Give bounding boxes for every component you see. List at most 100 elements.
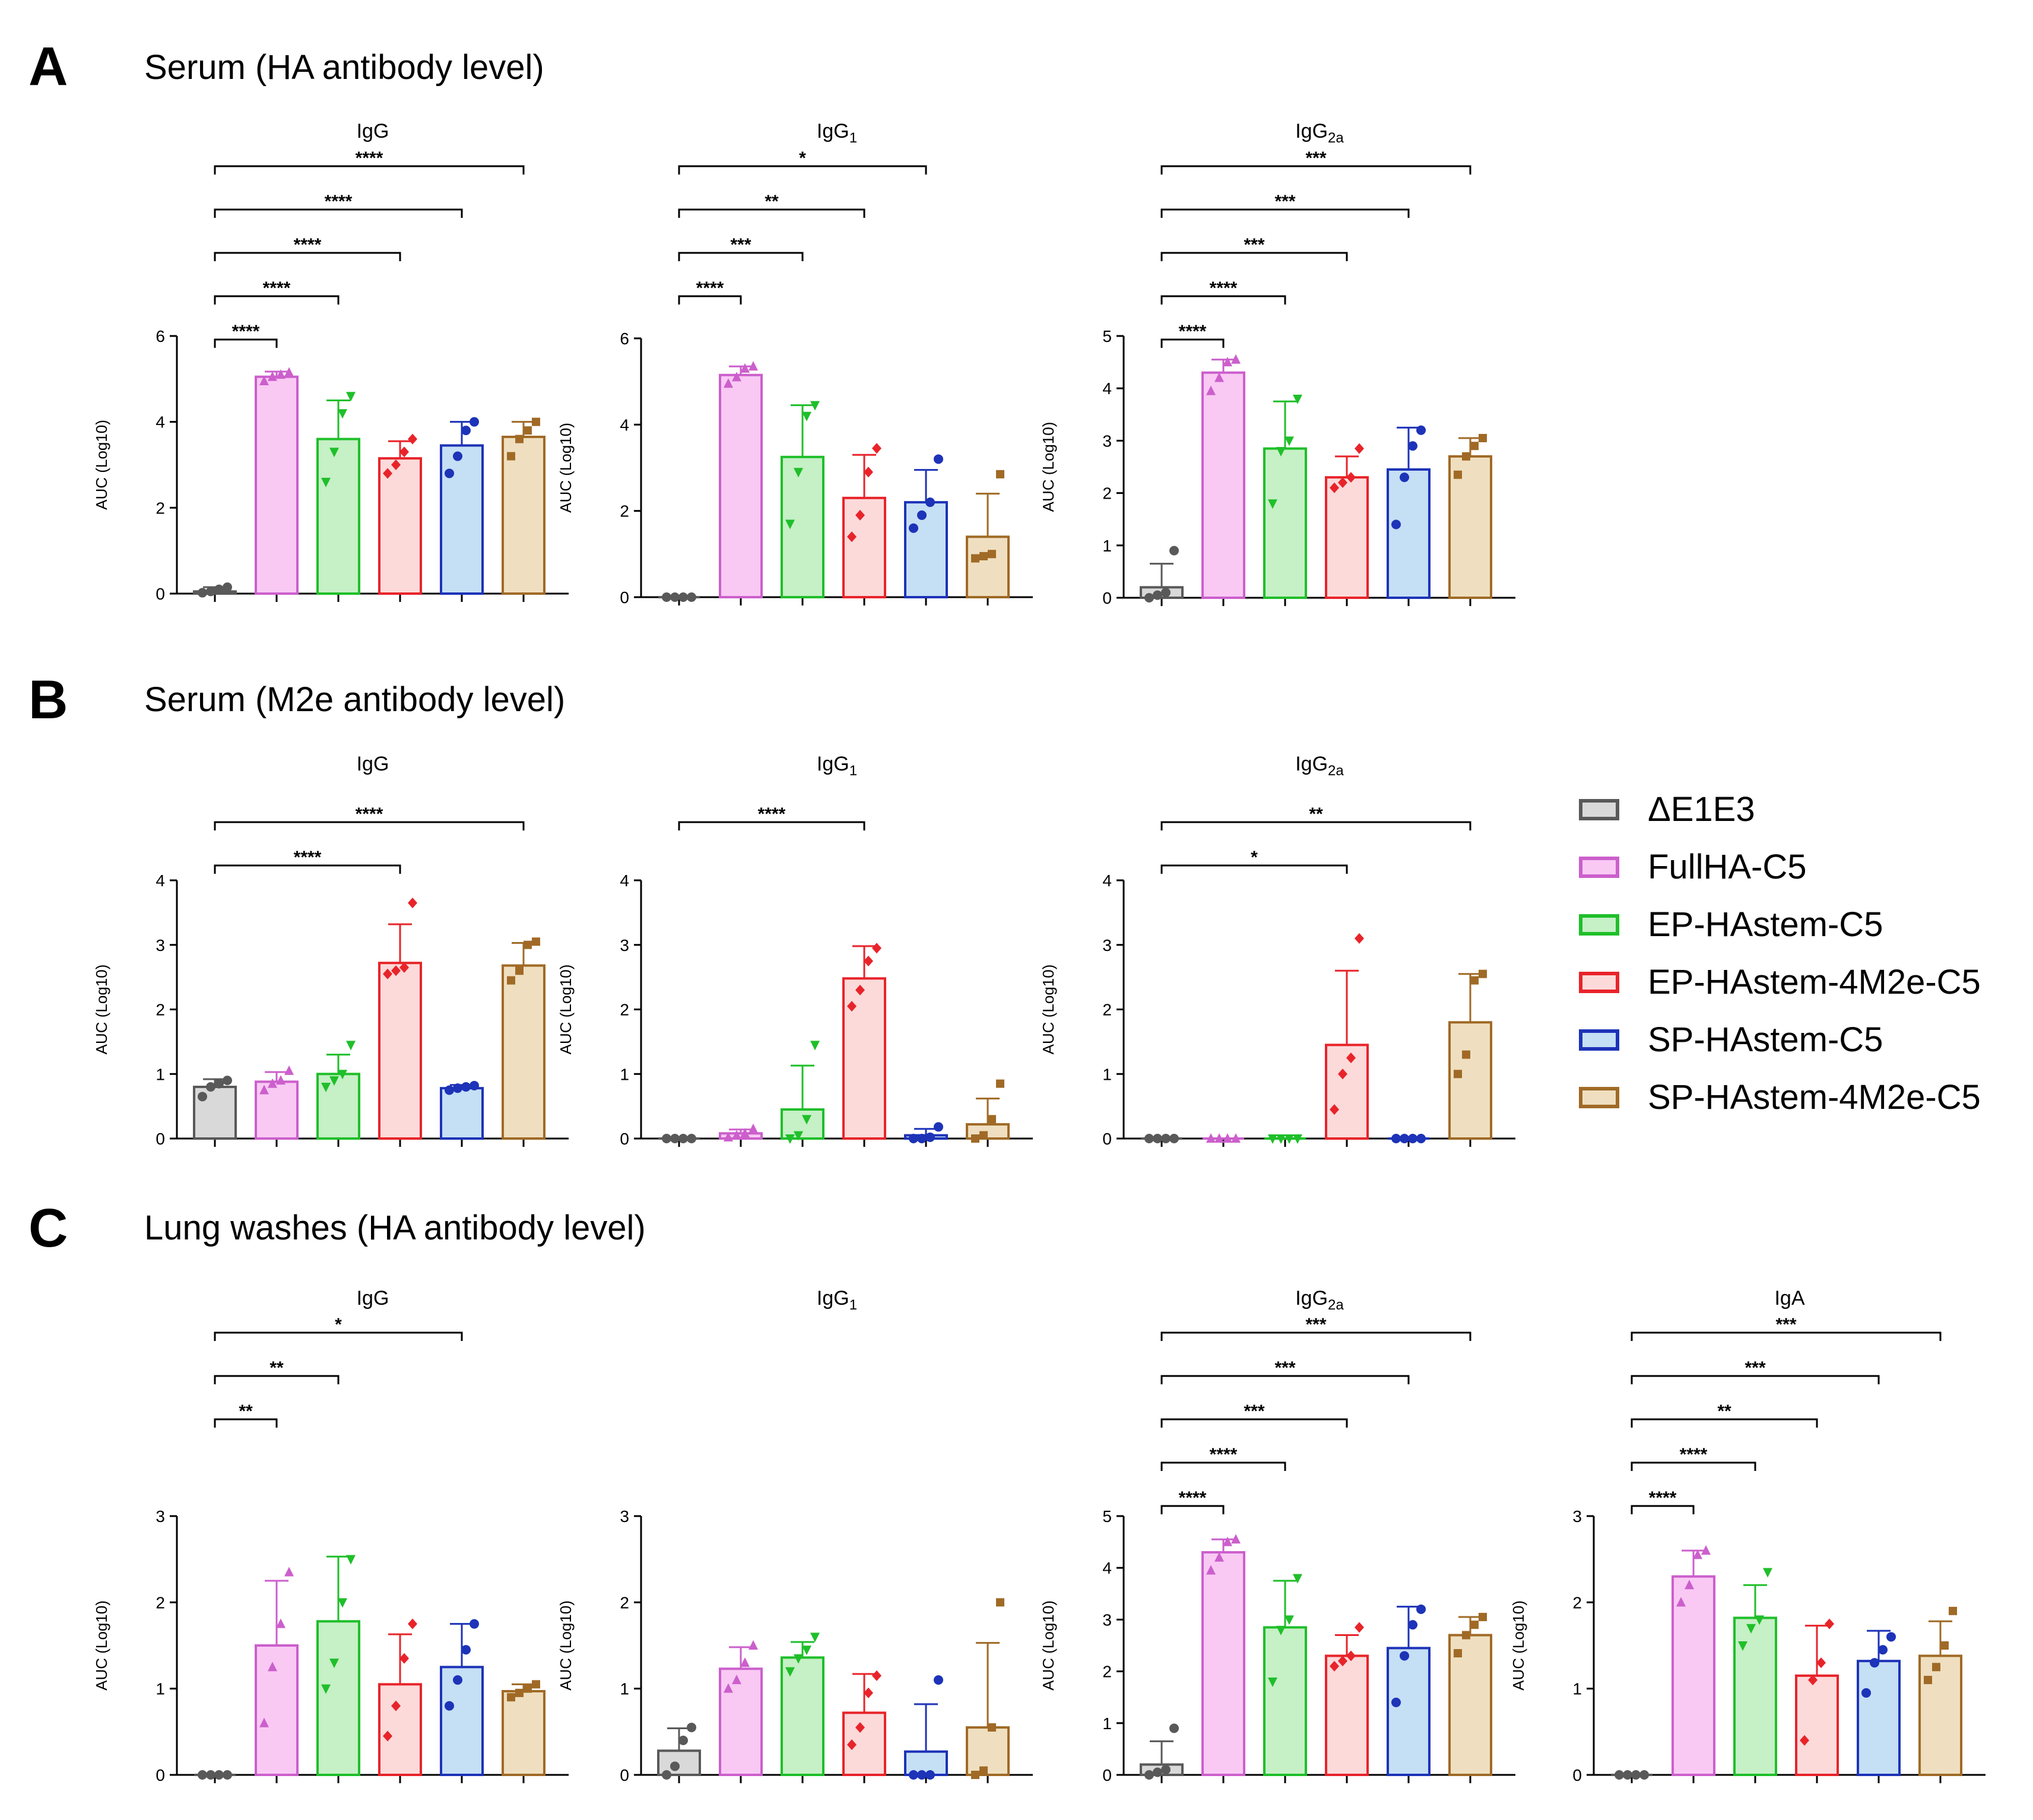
data-point: [1408, 1620, 1417, 1630]
data-point: [223, 1076, 232, 1086]
significance-bracket: [1160, 821, 1471, 830]
data-point: [724, 378, 733, 388]
legend-item: SP-HAstem-4M2e-C5: [1579, 1068, 1981, 1126]
y-tick-label: 4: [1102, 871, 1112, 890]
y-tick-label: 2: [1102, 484, 1112, 503]
chart-title-subscript: 1: [849, 130, 857, 146]
data-point: [1878, 1645, 1888, 1655]
legend: ΔE1E3 FullHA-C5 EP-HAstem-C5 EP-HAstem-4…: [1579, 781, 1981, 1126]
significance-label: ****: [232, 322, 260, 341]
data-point: [1330, 1660, 1339, 1672]
bar: [1857, 1660, 1901, 1776]
data-point: [785, 519, 795, 529]
significance-bracket: [1160, 165, 1471, 175]
chart-A1: IgG 0 2 4 6 AUC (Log10) **** **** **** **** ****: [93, 120, 569, 603]
data-point: [1293, 1134, 1302, 1144]
data-point: [329, 448, 339, 458]
legend-label: FullHA-C5: [1648, 848, 1807, 886]
data-point: [470, 417, 479, 427]
bar: [781, 1108, 824, 1140]
data-point: [1284, 1134, 1294, 1144]
bar: [440, 1666, 484, 1776]
legend-item: EP-HAstem-4M2e-C5: [1579, 953, 1981, 1011]
data-point: [383, 968, 392, 979]
data-point: [864, 955, 873, 966]
significance-bracket: [214, 1418, 278, 1428]
y-tick-label: 4: [156, 413, 165, 432]
panel-letter-b: B: [28, 670, 68, 730]
significance-label: ***: [1274, 1358, 1295, 1378]
significance-label: ***: [1274, 192, 1295, 211]
chart-title-subscript: 1: [849, 763, 857, 779]
data-point: [1462, 1631, 1470, 1640]
data-point: [1808, 1675, 1818, 1686]
y-axis-label: AUC (Log10): [1039, 422, 1057, 512]
data-point: [1293, 1574, 1302, 1584]
data-point: [1391, 1134, 1401, 1143]
significance-bracket: [214, 1375, 340, 1384]
bar: [1201, 1551, 1245, 1777]
y-tick-label: 3: [1572, 1507, 1582, 1526]
data-point: [1284, 1615, 1294, 1625]
data-point: [399, 962, 409, 973]
data-point: [214, 1079, 224, 1089]
data-point: [1346, 1650, 1356, 1662]
data-point: [670, 592, 680, 602]
y-axis-label: AUC (Log10): [1039, 1600, 1057, 1691]
y-tick-label: 4: [1102, 1559, 1112, 1577]
section-title-b: Serum (M2e antibody level): [144, 680, 566, 719]
data-point: [259, 375, 269, 385]
data-point: [198, 1092, 207, 1102]
data-point: [284, 1567, 294, 1577]
data-point: [515, 435, 524, 443]
data-point: [268, 1662, 277, 1672]
y-tick-label: 4: [156, 871, 165, 890]
significance-label: ****: [356, 148, 383, 168]
significance-label: ****: [294, 848, 322, 867]
data-point: [1416, 1604, 1426, 1614]
data-point: [678, 592, 688, 602]
y-tick-label: 2: [156, 499, 165, 517]
data-point: [391, 1700, 401, 1711]
data-point: [408, 898, 417, 909]
data-point: [1615, 1770, 1624, 1780]
data-point: [864, 467, 873, 478]
data-point: [855, 984, 865, 995]
bar: [1325, 1044, 1369, 1140]
data-point: [461, 1645, 471, 1655]
bar: [316, 1620, 360, 1776]
y-tick-label: 0: [1102, 1130, 1112, 1148]
data-point: [507, 1693, 515, 1702]
legend-swatch: [1579, 798, 1619, 820]
significance-bracket: [1631, 1375, 1880, 1384]
data-point: [408, 1618, 417, 1629]
bar: [1263, 1626, 1307, 1776]
data-point: [1153, 1134, 1162, 1143]
bar: [440, 444, 484, 595]
data-point: [1800, 1735, 1809, 1746]
bar: [1672, 1575, 1715, 1777]
data-point: [1144, 1770, 1154, 1780]
chart-title: IgG2a: [1295, 1287, 1344, 1313]
data-point: [276, 1618, 286, 1628]
data-point: [1479, 433, 1487, 442]
data-point: [1214, 1133, 1224, 1143]
data-point: [749, 1640, 758, 1650]
data-point: [687, 1723, 696, 1733]
y-tick-label: 4: [1102, 379, 1112, 398]
significance-bracket: [1160, 208, 1410, 218]
significance-bracket: [678, 821, 865, 830]
data-point: [802, 1645, 811, 1656]
significance-bracket: [678, 295, 742, 305]
data-point: [284, 1065, 294, 1075]
data-point: [1391, 519, 1401, 529]
significance-bracket: [1160, 338, 1225, 348]
data-point: [1223, 1536, 1232, 1546]
data-point: [329, 1076, 339, 1086]
y-tick-label: 2: [156, 1001, 165, 1019]
data-point: [346, 1555, 356, 1565]
data-point: [1330, 1104, 1339, 1115]
data-point: [909, 523, 918, 533]
y-tick-label: 3: [156, 936, 165, 955]
y-tick-label: 3: [1102, 936, 1112, 955]
